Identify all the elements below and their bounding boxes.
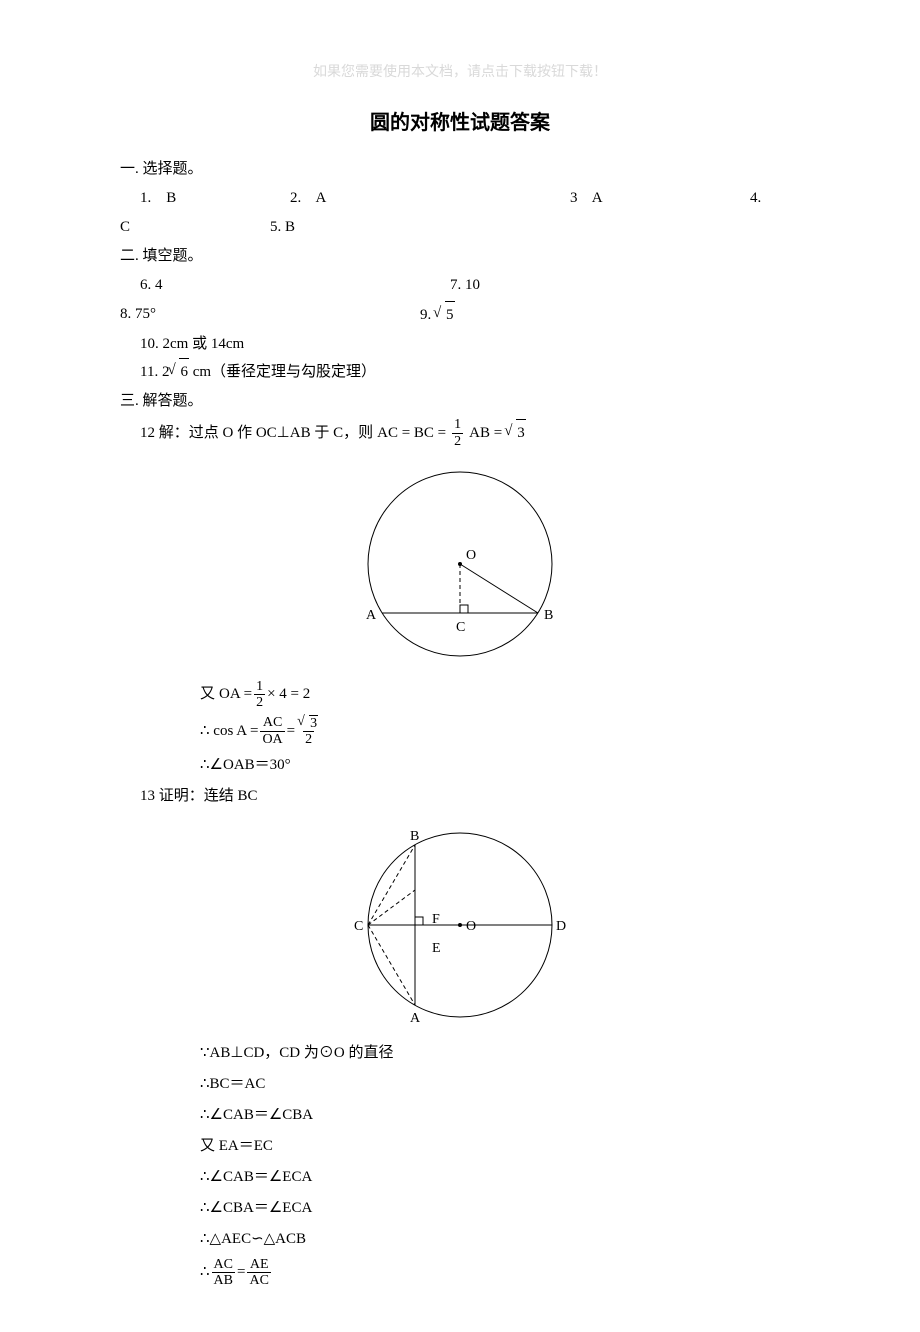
svg-text:C: C (456, 620, 465, 635)
section-header-sa: 三. 解答题。 (120, 388, 800, 415)
q12-step-angle: ∴∠OAB＝30° (200, 752, 800, 779)
fib-row1: 6. 4 7. 10 (120, 272, 800, 299)
mc-q4: 4. (750, 185, 761, 212)
q13-figure: B A C D F E O (120, 820, 800, 1030)
q13-l4: 又 EA＝EC (200, 1133, 800, 1160)
q12-step-cos: ∴ cos A = ACOA = 3 2 (200, 715, 800, 748)
svg-text:O: O (466, 919, 476, 934)
mc-answers-row1: 1. B 2. A 3 A 4. (120, 185, 800, 212)
q13-line1: 13 证明：连结 BC (120, 783, 800, 810)
document-title: 圆的对称性试题答案 (120, 105, 800, 141)
fib-q10: 10. 2cm 或 14cm (120, 331, 800, 358)
svg-text:B: B (410, 829, 419, 844)
q13-l1: ∵AB⊥CD，CD 为⊙O 的直径 (200, 1040, 800, 1067)
q12-steps: 又 OA = 12 × 4 = 2 ∴ cos A = ACOA = 3 2 ∴… (200, 679, 800, 779)
fib-row2: 8. 75° 9. 5 (120, 301, 800, 329)
q13-l3: ∴∠CAB＝∠CBA (200, 1102, 800, 1129)
svg-text:O: O (466, 548, 476, 563)
fib-q7: 7. 10 (450, 272, 480, 299)
mc-answers-row2: C 5. B (120, 214, 800, 241)
q13-steps: ∵AB⊥CD，CD 为⊙O 的直径 ∴BC＝AC ∴∠CAB＝∠CBA 又 EA… (200, 1040, 800, 1289)
mc-q5: 5. B (270, 214, 295, 241)
mc-q2: 2. A (290, 185, 570, 212)
svg-text:A: A (366, 608, 377, 623)
svg-text:F: F (432, 912, 440, 927)
svg-text:A: A (410, 1011, 421, 1026)
q13-l6: ∴∠CBA＝∠ECA (200, 1195, 800, 1222)
fib-q6: 6. 4 (120, 272, 450, 299)
q12-step-oa: 又 OA = 12 × 4 = 2 (200, 679, 800, 711)
svg-text:D: D (556, 919, 566, 934)
mc-q3: 3 A (570, 185, 750, 212)
q13-l8: ∴ ACAB = AEAC (200, 1257, 800, 1289)
watermark-text: 如果您需要使用本文档，请点击下载按钮下载！ (120, 60, 800, 85)
mc-q4c: C (120, 214, 270, 241)
svg-text:E: E (432, 941, 441, 956)
q13-l7: ∴△AEC∽△ACB (200, 1226, 800, 1253)
fib-q11: 11. 26 cm（垂径定理与勾股定理） (120, 358, 800, 386)
fib-q9: 9. 5 (420, 301, 455, 329)
q13-l2: ∴BC＝AC (200, 1071, 800, 1098)
mc-q1: 1. B (140, 185, 290, 212)
q12-figure: O A B C (120, 459, 800, 669)
svg-text:B: B (544, 608, 553, 623)
section-header-fib: 二. 填空题。 (120, 243, 800, 270)
document-page: 如果您需要使用本文档，请点击下载按钮下载！ 圆的对称性试题答案 一. 选择题。 … (0, 0, 920, 1332)
fib-q8: 8. 75° (120, 301, 420, 329)
q12-line1: 12 解：过点 O 作 OC⊥AB 于 C，则 AC = BC = 12 AB … (120, 417, 800, 449)
svg-text:C: C (354, 919, 363, 934)
q13-l5: ∴∠CAB＝∠ECA (200, 1164, 800, 1191)
section-header-mc: 一. 选择题。 (120, 156, 800, 183)
